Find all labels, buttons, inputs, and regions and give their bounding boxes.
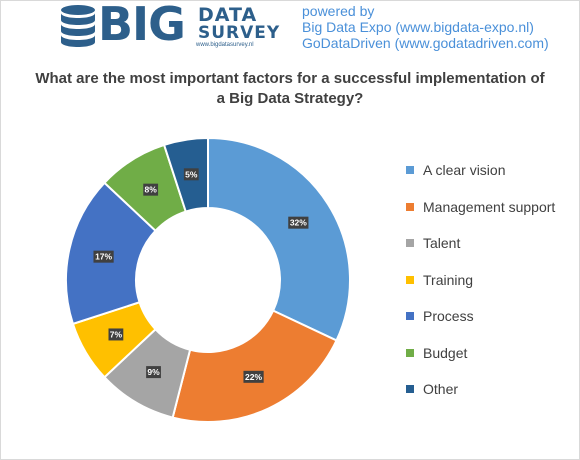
legend-item: Process	[406, 306, 474, 326]
legend-swatch	[406, 312, 414, 321]
legend-label: Process	[423, 308, 474, 324]
legend-item: Budget	[406, 343, 467, 363]
data-label-box	[93, 250, 114, 263]
sponsor-godatadriven: GoDataDriven (www.godatadriven.com)	[302, 35, 549, 51]
data-label-box	[183, 168, 199, 181]
data-label: 17%	[95, 252, 112, 262]
chart-title-line-2: a Big Data Strategy?	[216, 90, 364, 107]
legend-swatch	[406, 275, 414, 284]
legend-label: Budget	[423, 344, 468, 361]
donut-slice-management-support	[171, 309, 338, 423]
logo-data-text: DATA	[198, 4, 258, 26]
sponsor-bigdata-expo: Big Data Expo (www.bigdata-expo.nl)	[302, 19, 534, 35]
data-label: 32%	[290, 218, 307, 228]
chart-title-line-1: What are the most important factors for …	[35, 70, 545, 87]
data-label-box	[288, 216, 309, 229]
legend-swatch	[406, 202, 414, 211]
legend-swatch	[406, 385, 414, 394]
chart-title: What are the most important factors for …	[20, 69, 560, 109]
legend-swatch	[406, 348, 414, 357]
data-label: 22%	[245, 372, 262, 382]
legend-swatch	[406, 166, 414, 175]
database-icon	[61, 5, 95, 47]
donut-chart: 32% 22% 9% 7% 17% 8% 5%	[65, 136, 351, 423]
data-label: 8%	[145, 185, 158, 195]
legend-item: Other	[406, 379, 458, 399]
logo-big-text: BIG	[98, 0, 186, 51]
logo-url-text: www.bigdatasurvey.nl	[196, 42, 254, 48]
data-label-box	[108, 328, 124, 341]
legend-label: Talent	[423, 235, 461, 251]
data-label: 9%	[147, 367, 160, 377]
data-label: 5%	[185, 169, 198, 179]
legend-label: A clear vision	[423, 162, 506, 178]
legend-item: A clear vision	[406, 160, 505, 180]
header-banner: BIG DATA SURVEY www.bigdatasurvey.nl pow…	[0, 0, 580, 60]
powered-by-block: powered by Big Data Expo (www.bigdata-ex…	[302, 3, 549, 51]
legend-swatch	[406, 239, 414, 248]
data-label-box	[146, 366, 161, 379]
powered-by-label: powered by	[302, 3, 375, 19]
legend-item: Training	[406, 270, 473, 290]
legend-label: Training	[423, 271, 474, 288]
data-label-box	[243, 370, 264, 383]
data-label: 7%	[110, 329, 123, 339]
donut-slice-a-clear-vision	[207, 136, 351, 342]
logo-survey-text: SURVEY	[198, 23, 281, 43]
legend-item: Talent	[406, 233, 460, 253]
legend-item: Management support	[406, 197, 555, 217]
data-label-box	[143, 183, 159, 196]
legend-label: Other	[423, 381, 459, 397]
legend-label: Management support	[423, 198, 556, 215]
